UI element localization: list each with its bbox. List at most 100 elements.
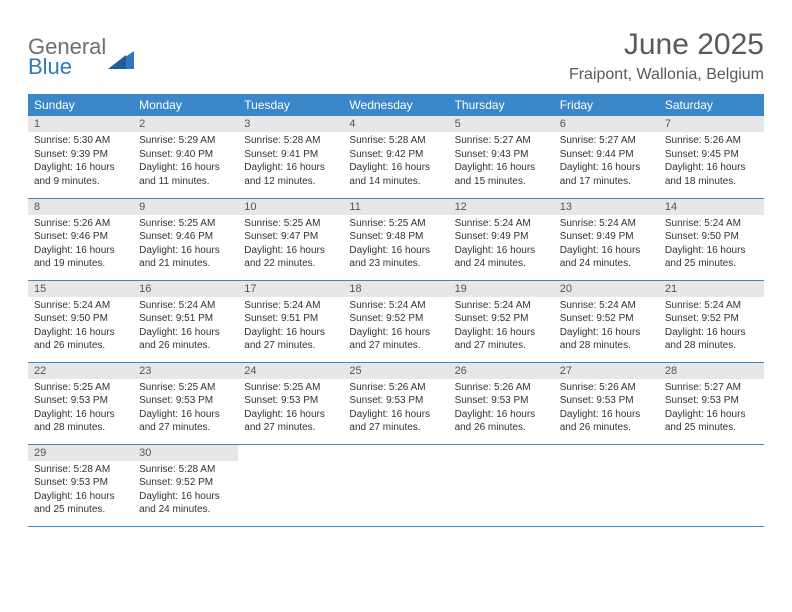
day-details: Sunrise: 5:24 AMSunset: 9:51 PMDaylight:… (133, 297, 238, 357)
calendar-row: 15Sunrise: 5:24 AMSunset: 9:50 PMDayligh… (28, 280, 764, 362)
header: General Blue June 2025 Fraipont, Walloni… (28, 28, 764, 84)
calendar-cell: 8Sunrise: 5:26 AMSunset: 9:46 PMDaylight… (28, 198, 133, 280)
day-details: Sunrise: 5:26 AMSunset: 9:53 PMDaylight:… (343, 379, 448, 439)
day-number: 5 (449, 116, 554, 132)
calendar-cell: 10Sunrise: 5:25 AMSunset: 9:47 PMDayligh… (238, 198, 343, 280)
day-number: 2 (133, 116, 238, 132)
calendar-cell: 24Sunrise: 5:25 AMSunset: 9:53 PMDayligh… (238, 362, 343, 444)
day-details: Sunrise: 5:24 AMSunset: 9:50 PMDaylight:… (659, 215, 764, 275)
day-number: 28 (659, 363, 764, 379)
day-details: Sunrise: 5:30 AMSunset: 9:39 PMDaylight:… (28, 132, 133, 192)
day-number: 1 (28, 116, 133, 132)
day-details: Sunrise: 5:26 AMSunset: 9:45 PMDaylight:… (659, 132, 764, 192)
day-number: 12 (449, 199, 554, 215)
calendar-cell: 17Sunrise: 5:24 AMSunset: 9:51 PMDayligh… (238, 280, 343, 362)
calendar-cell (659, 444, 764, 526)
page-title: June 2025 (569, 28, 764, 62)
weekday-header: Friday (554, 94, 659, 116)
calendar-body: 1Sunrise: 5:30 AMSunset: 9:39 PMDaylight… (28, 116, 764, 526)
day-details: Sunrise: 5:28 AMSunset: 9:53 PMDaylight:… (28, 461, 133, 521)
calendar-cell (238, 444, 343, 526)
calendar-cell: 30Sunrise: 5:28 AMSunset: 9:52 PMDayligh… (133, 444, 238, 526)
calendar-cell (554, 444, 659, 526)
day-number: 23 (133, 363, 238, 379)
weekday-header: Monday (133, 94, 238, 116)
day-details: Sunrise: 5:26 AMSunset: 9:46 PMDaylight:… (28, 215, 133, 275)
location-label: Fraipont, Wallonia, Belgium (569, 66, 764, 84)
calendar-cell: 3Sunrise: 5:28 AMSunset: 9:41 PMDaylight… (238, 116, 343, 198)
day-number: 9 (133, 199, 238, 215)
day-details: Sunrise: 5:28 AMSunset: 9:42 PMDaylight:… (343, 132, 448, 192)
calendar-cell: 9Sunrise: 5:25 AMSunset: 9:46 PMDaylight… (133, 198, 238, 280)
logo: General Blue (28, 36, 134, 78)
day-details: Sunrise: 5:24 AMSunset: 9:49 PMDaylight:… (554, 215, 659, 275)
calendar-cell: 1Sunrise: 5:30 AMSunset: 9:39 PMDaylight… (28, 116, 133, 198)
day-details: Sunrise: 5:24 AMSunset: 9:52 PMDaylight:… (554, 297, 659, 357)
day-number: 26 (449, 363, 554, 379)
day-details: Sunrise: 5:25 AMSunset: 9:47 PMDaylight:… (238, 215, 343, 275)
calendar-cell: 27Sunrise: 5:26 AMSunset: 9:53 PMDayligh… (554, 362, 659, 444)
day-details: Sunrise: 5:27 AMSunset: 9:44 PMDaylight:… (554, 132, 659, 192)
day-details: Sunrise: 5:26 AMSunset: 9:53 PMDaylight:… (449, 379, 554, 439)
day-details: Sunrise: 5:26 AMSunset: 9:53 PMDaylight:… (554, 379, 659, 439)
day-details: Sunrise: 5:25 AMSunset: 9:53 PMDaylight:… (238, 379, 343, 439)
calendar-cell: 13Sunrise: 5:24 AMSunset: 9:49 PMDayligh… (554, 198, 659, 280)
day-details: Sunrise: 5:24 AMSunset: 9:50 PMDaylight:… (28, 297, 133, 357)
calendar-cell: 4Sunrise: 5:28 AMSunset: 9:42 PMDaylight… (343, 116, 448, 198)
weekday-header: Tuesday (238, 94, 343, 116)
logo-line2: Blue (28, 56, 106, 78)
day-details: Sunrise: 5:24 AMSunset: 9:52 PMDaylight:… (659, 297, 764, 357)
logo-text: General Blue (28, 36, 106, 78)
day-number: 7 (659, 116, 764, 132)
day-number: 30 (133, 445, 238, 461)
day-details: Sunrise: 5:27 AMSunset: 9:53 PMDaylight:… (659, 379, 764, 439)
calendar-cell: 29Sunrise: 5:28 AMSunset: 9:53 PMDayligh… (28, 444, 133, 526)
triangle-icon (108, 47, 134, 69)
day-number: 17 (238, 281, 343, 297)
day-number: 29 (28, 445, 133, 461)
calendar-table: Sunday Monday Tuesday Wednesday Thursday… (28, 94, 764, 527)
calendar-cell: 11Sunrise: 5:25 AMSunset: 9:48 PMDayligh… (343, 198, 448, 280)
day-details: Sunrise: 5:24 AMSunset: 9:49 PMDaylight:… (449, 215, 554, 275)
day-number: 21 (659, 281, 764, 297)
day-number: 24 (238, 363, 343, 379)
day-number: 16 (133, 281, 238, 297)
calendar-cell: 28Sunrise: 5:27 AMSunset: 9:53 PMDayligh… (659, 362, 764, 444)
calendar-row: 29Sunrise: 5:28 AMSunset: 9:53 PMDayligh… (28, 444, 764, 526)
title-block: June 2025 Fraipont, Wallonia, Belgium (569, 28, 764, 84)
calendar-cell (449, 444, 554, 526)
calendar-cell: 25Sunrise: 5:26 AMSunset: 9:53 PMDayligh… (343, 362, 448, 444)
calendar-cell: 6Sunrise: 5:27 AMSunset: 9:44 PMDaylight… (554, 116, 659, 198)
day-number: 27 (554, 363, 659, 379)
day-details: Sunrise: 5:28 AMSunset: 9:41 PMDaylight:… (238, 132, 343, 192)
calendar-row: 8Sunrise: 5:26 AMSunset: 9:46 PMDaylight… (28, 198, 764, 280)
calendar-cell: 16Sunrise: 5:24 AMSunset: 9:51 PMDayligh… (133, 280, 238, 362)
weekday-header: Sunday (28, 94, 133, 116)
day-number: 25 (343, 363, 448, 379)
calendar-cell: 7Sunrise: 5:26 AMSunset: 9:45 PMDaylight… (659, 116, 764, 198)
day-number: 3 (238, 116, 343, 132)
calendar-cell: 21Sunrise: 5:24 AMSunset: 9:52 PMDayligh… (659, 280, 764, 362)
calendar-cell: 12Sunrise: 5:24 AMSunset: 9:49 PMDayligh… (449, 198, 554, 280)
day-number: 8 (28, 199, 133, 215)
calendar-cell: 22Sunrise: 5:25 AMSunset: 9:53 PMDayligh… (28, 362, 133, 444)
weekday-header-row: Sunday Monday Tuesday Wednesday Thursday… (28, 94, 764, 116)
day-number: 18 (343, 281, 448, 297)
day-details: Sunrise: 5:24 AMSunset: 9:52 PMDaylight:… (343, 297, 448, 357)
day-number: 14 (659, 199, 764, 215)
calendar-cell: 14Sunrise: 5:24 AMSunset: 9:50 PMDayligh… (659, 198, 764, 280)
day-details: Sunrise: 5:28 AMSunset: 9:52 PMDaylight:… (133, 461, 238, 521)
day-number: 20 (554, 281, 659, 297)
weekday-header: Wednesday (343, 94, 448, 116)
calendar-row: 1Sunrise: 5:30 AMSunset: 9:39 PMDaylight… (28, 116, 764, 198)
calendar-cell: 15Sunrise: 5:24 AMSunset: 9:50 PMDayligh… (28, 280, 133, 362)
day-details: Sunrise: 5:24 AMSunset: 9:51 PMDaylight:… (238, 297, 343, 357)
day-details: Sunrise: 5:25 AMSunset: 9:48 PMDaylight:… (343, 215, 448, 275)
day-details: Sunrise: 5:25 AMSunset: 9:46 PMDaylight:… (133, 215, 238, 275)
day-details: Sunrise: 5:29 AMSunset: 9:40 PMDaylight:… (133, 132, 238, 192)
calendar-row: 22Sunrise: 5:25 AMSunset: 9:53 PMDayligh… (28, 362, 764, 444)
day-number: 22 (28, 363, 133, 379)
calendar-cell: 2Sunrise: 5:29 AMSunset: 9:40 PMDaylight… (133, 116, 238, 198)
weekday-header: Saturday (659, 94, 764, 116)
day-details: Sunrise: 5:25 AMSunset: 9:53 PMDaylight:… (28, 379, 133, 439)
